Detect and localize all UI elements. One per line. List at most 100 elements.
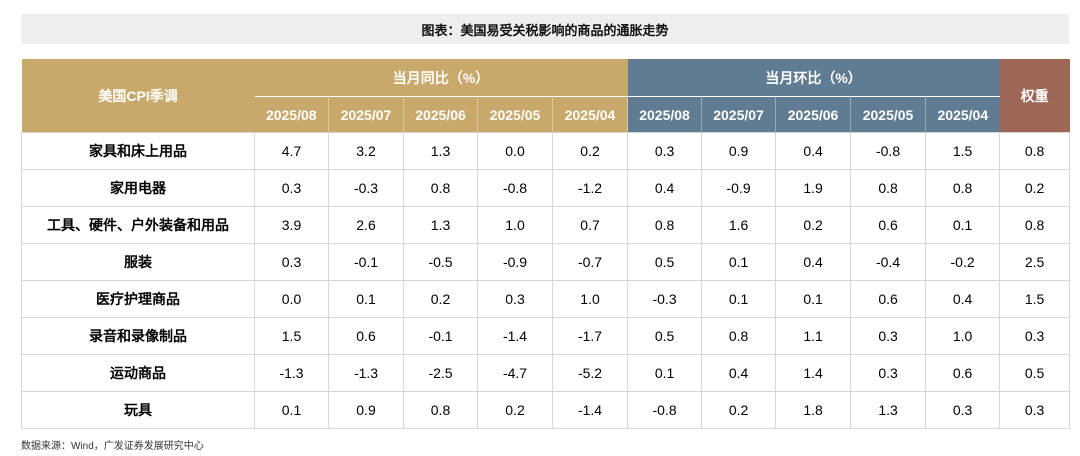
table-row: 录音和录像制品 1.5 0.6 -0.1 -1.4 -1.7 0.5 0.8 1… (21, 317, 1071, 355)
mom-cell: -0.8 (627, 391, 703, 429)
yoy-cell: -0.1 (403, 317, 478, 355)
yoy-cell: 0.3 (477, 280, 553, 318)
mom-cell: 1.0 (925, 317, 1001, 355)
yoy-cell: -0.9 (477, 243, 553, 281)
mom-cell: -0.3 (627, 280, 703, 318)
yoy-cell: 0.8 (403, 169, 478, 207)
table-row: 运动商品 -1.3 -1.3 -2.5 -4.7 -5.2 0.1 0.4 1.… (21, 354, 1071, 392)
yoy-cell: 0.2 (551, 132, 629, 170)
yoy-cell: 1.0 (551, 280, 629, 318)
mom-cell: 0.4 (775, 243, 852, 281)
mom-cell: 0.1 (775, 280, 852, 318)
header-row-months: 2025/08 2025/07 2025/06 2025/05 2025/04 … (22, 96, 1070, 133)
mom-month-header: 2025/07 (701, 96, 776, 133)
yoy-month-header: 2025/08 (254, 96, 329, 133)
mom-month-header: 2025/06 (775, 96, 851, 133)
mom-cell: 0.8 (701, 317, 777, 355)
weight-cell: 0.8 (999, 132, 1071, 170)
source-note: 数据来源：Wind，广发证券发展研究中心 (21, 441, 204, 452)
yoy-group-header: 当月同比（%） (254, 59, 628, 97)
yoy-cell: 0.8 (403, 391, 478, 429)
yoy-cell: 0.7 (551, 206, 629, 244)
mom-cell: 0.4 (775, 132, 852, 170)
mom-cell: 1.3 (850, 391, 927, 429)
mom-cell: -0.4 (850, 243, 927, 281)
mom-group-header: 当月环比（%） (627, 59, 1000, 97)
header-row-groups: 美国CPI季调 当月同比（%） 当月环比（%） 权重 (21, 59, 1070, 133)
mom-cell: 0.6 (850, 280, 927, 318)
table-row: 家用电器 0.3 -0.3 0.8 -0.8 -1.2 0.4 -0.9 1.9… (21, 169, 1071, 207)
chart-title: 图表：美国易受关税影响的商品的通胀走势 (21, 14, 1069, 44)
mom-month-header: 2025/05 (850, 96, 926, 133)
mom-cell: 1.5 (925, 132, 1001, 170)
mom-cell: 0.5 (627, 243, 703, 281)
yoy-cell: 1.3 (403, 132, 478, 170)
mom-cell: 0.9 (701, 132, 777, 170)
yoy-month-header: 2025/07 (328, 96, 404, 133)
weight-cell: 1.5 (999, 280, 1071, 318)
yoy-cell: 1.3 (403, 206, 478, 244)
yoy-cell: -4.7 (477, 354, 553, 392)
mom-cell: 0.4 (627, 169, 703, 207)
mom-cell: 0.2 (775, 206, 852, 244)
table-row: 玩具 0.1 0.9 0.8 0.2 -1.4 -0.8 0.2 1.8 1.3… (21, 391, 1071, 429)
weight-cell: 0.8 (999, 206, 1071, 244)
yoy-cell: 1.5 (254, 317, 329, 355)
yoy-cell: 3.9 (254, 206, 329, 244)
mom-cell: 0.3 (850, 354, 927, 392)
yoy-cell: 0.9 (328, 391, 404, 429)
yoy-cell: 3.2 (328, 132, 404, 170)
yoy-month-header: 2025/05 (477, 96, 553, 133)
yoy-cell: -1.3 (328, 354, 404, 392)
corner-header: 美国CPI季调 (21, 59, 255, 133)
yoy-cell: 2.6 (328, 206, 404, 244)
row-label: 家具和床上用品 (21, 132, 255, 170)
mom-cell: 0.1 (627, 354, 703, 392)
weight-cell: 0.3 (999, 317, 1071, 355)
yoy-cell: 0.0 (254, 280, 329, 318)
mom-cell: 0.4 (701, 354, 777, 392)
mom-cell: 0.8 (925, 169, 1001, 207)
mom-cell: 0.1 (925, 206, 1001, 244)
row-label: 玩具 (21, 391, 255, 429)
mom-cell: -0.2 (925, 243, 1001, 281)
table-row: 医疗护理商品 0.0 0.1 0.2 0.3 1.0 -0.3 0.1 0.1 … (21, 280, 1071, 318)
mom-cell: 0.8 (850, 169, 927, 207)
mom-cell: 0.6 (850, 206, 927, 244)
mom-cell: 1.6 (701, 206, 777, 244)
weight-header: 权重 (999, 59, 1070, 133)
yoy-month-header: 2025/06 (403, 96, 478, 133)
yoy-cell: -5.2 (551, 354, 629, 392)
yoy-cell: -0.3 (328, 169, 404, 207)
yoy-cell: -2.5 (403, 354, 478, 392)
yoy-cell: 0.3 (254, 243, 329, 281)
mom-cell: 0.3 (627, 132, 703, 170)
yoy-month-header: 2025/04 (551, 96, 628, 133)
mom-cell: -0.8 (850, 132, 927, 170)
row-label: 医疗护理商品 (21, 280, 255, 318)
yoy-cell: -1.7 (551, 317, 629, 355)
row-label: 工具、硬件、户外装备和用品 (21, 206, 255, 244)
weight-cell: 2.5 (999, 243, 1071, 281)
mom-cell: 1.1 (775, 317, 852, 355)
mom-cell: 0.3 (850, 317, 927, 355)
row-label: 家用电器 (21, 169, 255, 207)
mom-cell: -0.9 (701, 169, 777, 207)
yoy-cell: -1.3 (254, 354, 329, 392)
mom-month-header: 2025/08 (627, 96, 702, 133)
weight-cell: 0.2 (999, 169, 1071, 207)
yoy-cell: 0.0 (477, 132, 553, 170)
mom-cell: 0.3 (925, 391, 1001, 429)
mom-cell: 0.1 (701, 280, 777, 318)
yoy-cell: 0.1 (254, 391, 329, 429)
table-row: 家具和床上用品 4.7 3.2 1.3 0.0 0.2 0.3 0.9 0.4 … (21, 132, 1071, 170)
yoy-cell: 0.1 (328, 280, 404, 318)
mom-cell: 0.8 (627, 206, 703, 244)
mom-month-header: 2025/04 (925, 96, 1000, 133)
mom-cell: 1.9 (775, 169, 852, 207)
weight-cell: 0.5 (999, 354, 1071, 392)
yoy-cell: 0.2 (477, 391, 553, 429)
mom-cell: 1.8 (775, 391, 852, 429)
row-label: 运动商品 (21, 354, 255, 392)
mom-cell: 0.2 (701, 391, 777, 429)
